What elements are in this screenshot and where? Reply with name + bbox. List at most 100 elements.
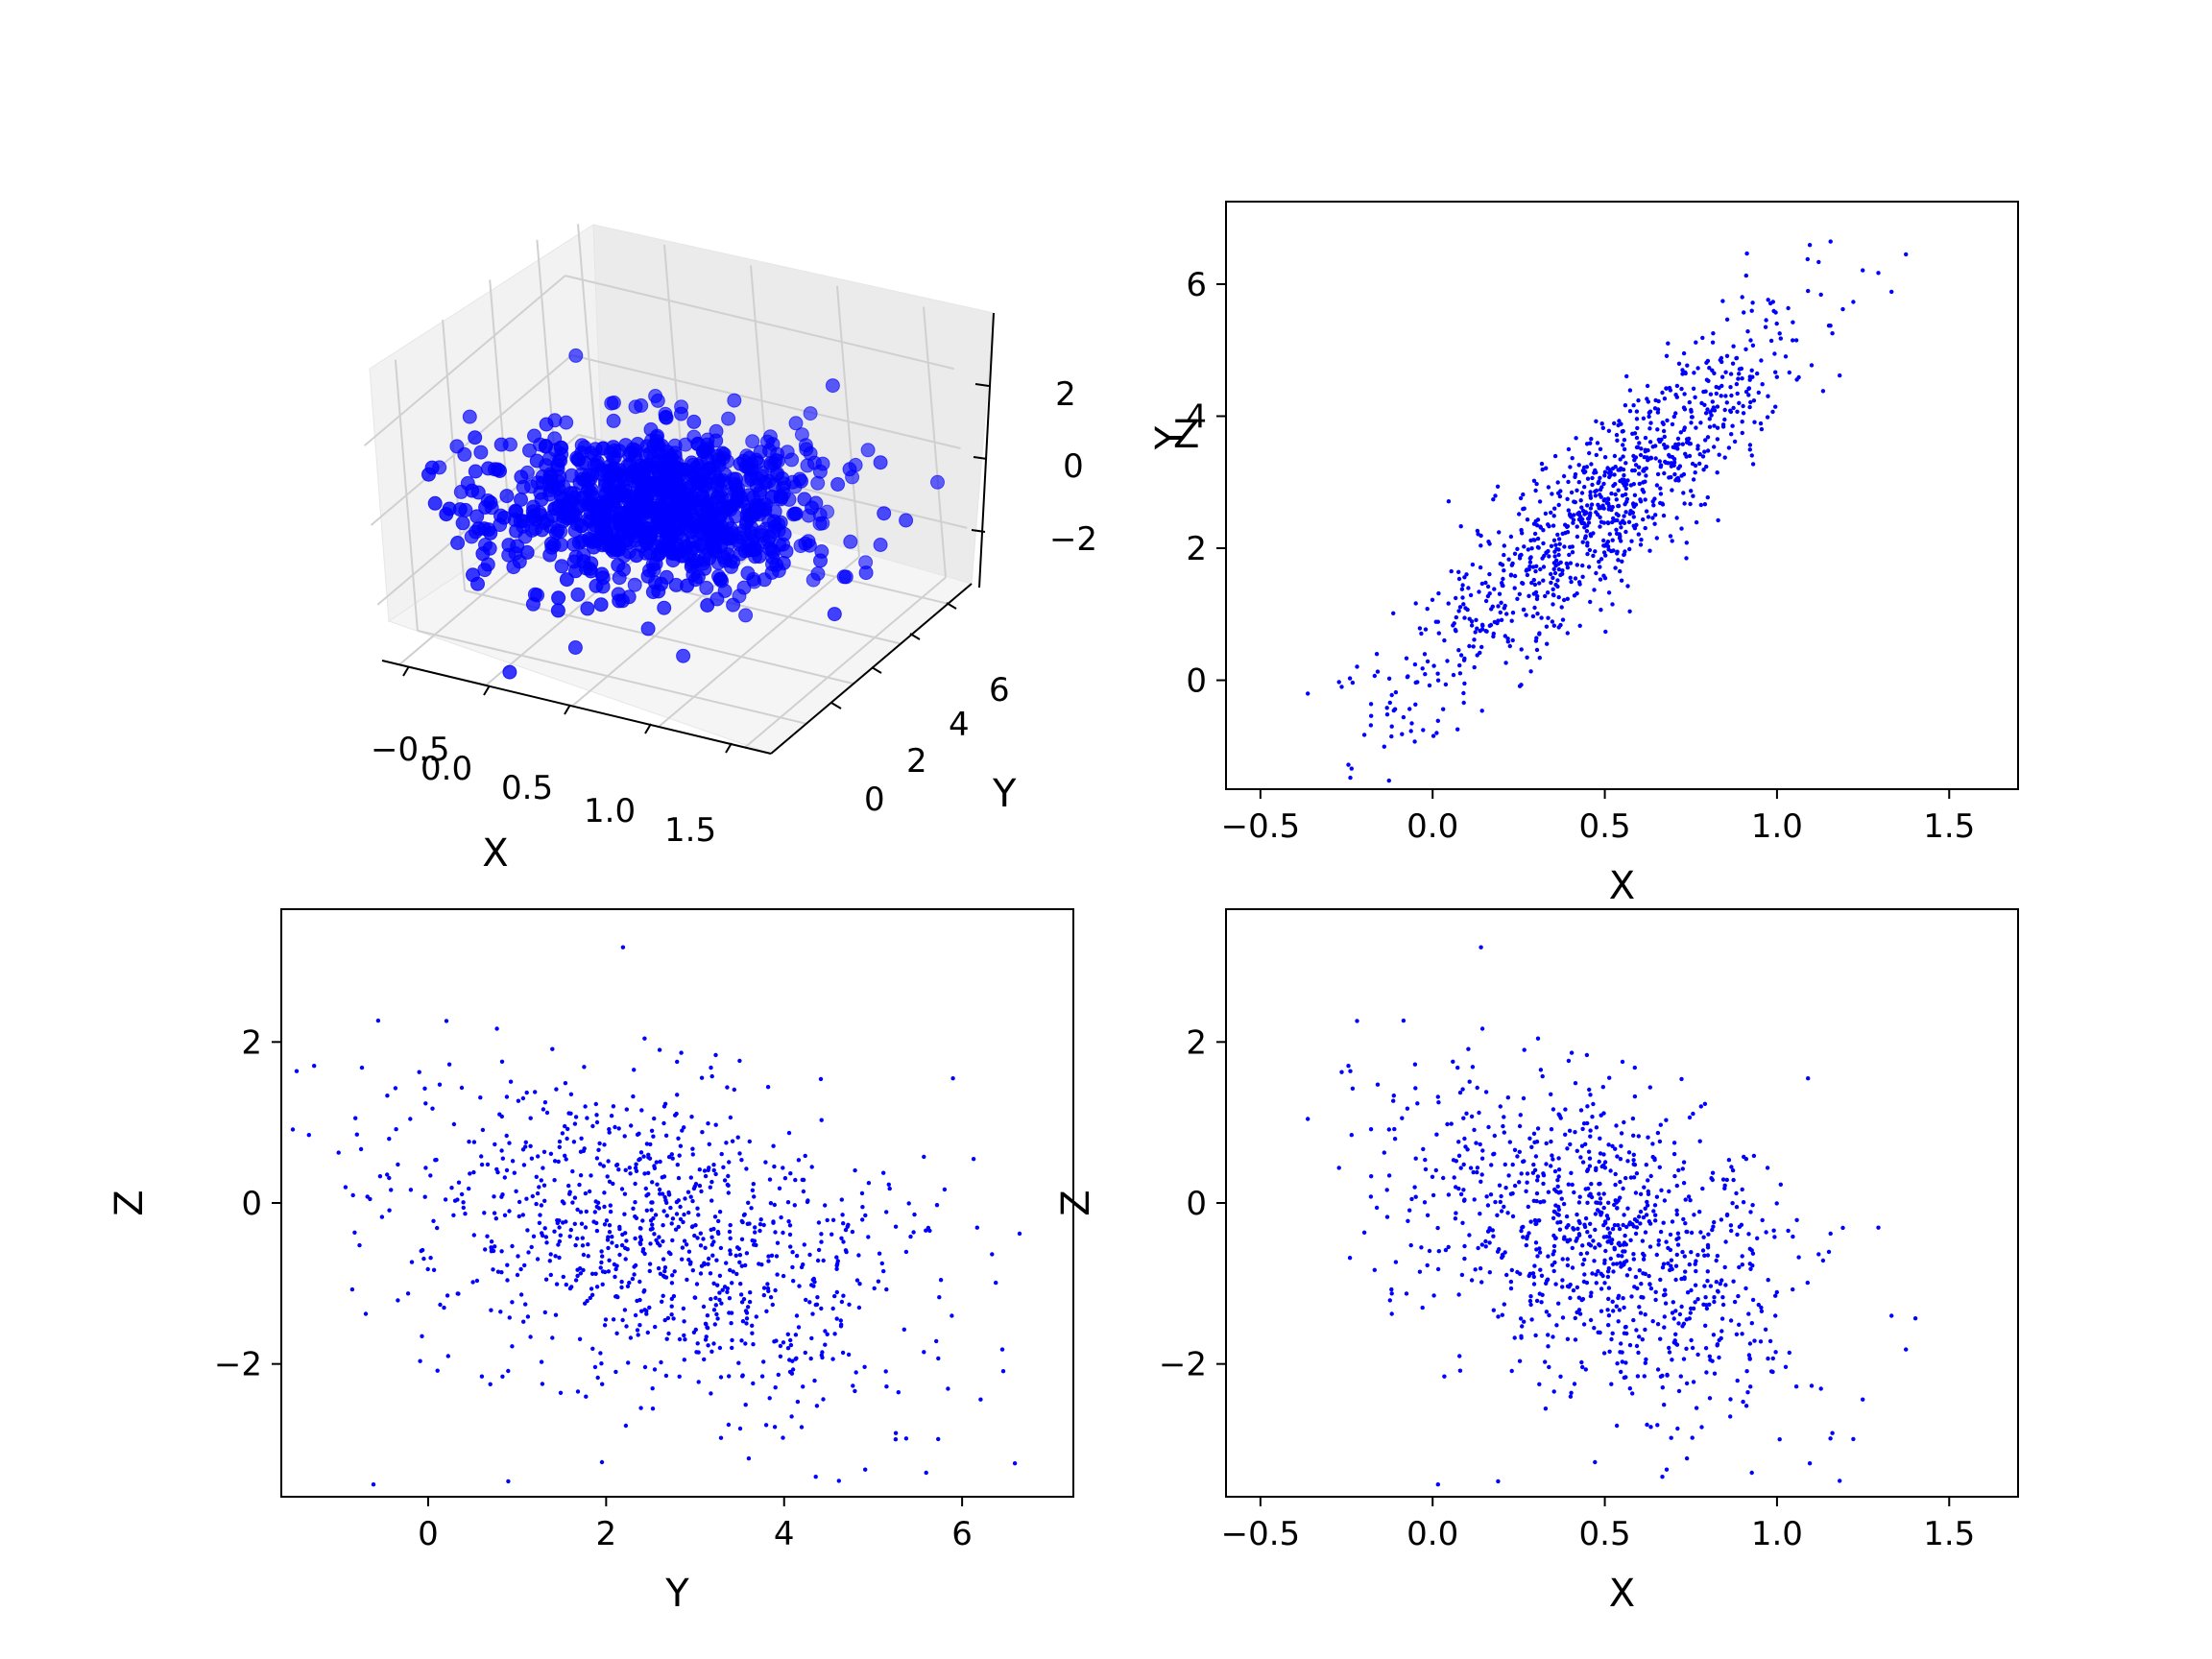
- scatter-point: [1616, 488, 1621, 493]
- scatter-points: [1306, 239, 1909, 783]
- scatter-point: [627, 1166, 632, 1170]
- scatter-point: [1560, 531, 1565, 537]
- scatter-point: [1731, 1279, 1736, 1284]
- scatter-point: [727, 1310, 732, 1315]
- scatter-point: [1712, 1219, 1717, 1225]
- scatter-point: [1568, 1295, 1573, 1301]
- scatter-point: [1565, 1146, 1570, 1151]
- scatter-point: [707, 1166, 711, 1170]
- scatter-point: [659, 1359, 663, 1365]
- scatter-point: [1368, 702, 1374, 707]
- scatter-point: [1592, 588, 1597, 592]
- scatter-point: [1680, 1324, 1685, 1329]
- scatter-point: [1623, 1175, 1628, 1181]
- scatter-point: [1705, 1279, 1710, 1284]
- scatter-point: [1560, 617, 1566, 622]
- scatter-point: [1710, 399, 1716, 404]
- scatter-point: [1740, 376, 1744, 381]
- scatter-point: [428, 1173, 433, 1178]
- scatter-point: [1517, 591, 1523, 596]
- scatter-point: [662, 1268, 667, 1274]
- scatter-point-3d: [707, 542, 722, 558]
- scatter-point: [1517, 1180, 1522, 1185]
- scatter-point: [1672, 445, 1677, 450]
- scatter-point: [1555, 1178, 1560, 1183]
- scatter-point: [701, 1304, 707, 1310]
- scatter-point: [1581, 520, 1587, 526]
- scatter-point: [506, 1479, 511, 1484]
- scatter-point: [1575, 1310, 1579, 1315]
- scatter-point: [1749, 453, 1755, 458]
- scatter-point: [663, 1373, 669, 1379]
- scatter-point: [1588, 532, 1593, 537]
- scatter-point: [1675, 1242, 1681, 1247]
- scatter-point: [563, 1081, 568, 1086]
- scatter-point: [1556, 547, 1561, 552]
- scatter-point: [740, 1319, 746, 1324]
- scatter-point: [599, 1361, 604, 1366]
- scatter-point: [1625, 1159, 1630, 1164]
- scatter-point: [1606, 497, 1611, 502]
- scatter-point: [1533, 1240, 1539, 1245]
- scatter-point: [711, 1163, 716, 1167]
- scatter-point: [1717, 1337, 1721, 1343]
- scatter-point: [575, 1236, 580, 1241]
- scatter-point: [821, 1397, 826, 1402]
- scatter-point: [1681, 471, 1687, 477]
- scatter-point: [1527, 560, 1533, 565]
- scatter-point: [1534, 596, 1540, 602]
- scatter-point: [1605, 1274, 1611, 1280]
- scatter-point: [389, 1188, 394, 1192]
- scatter-point: [1737, 372, 1742, 376]
- scatter-point: [1017, 1231, 1022, 1237]
- scatter-point: [1549, 543, 1554, 548]
- scatter-point: [586, 1254, 590, 1259]
- scatter-point: [1445, 659, 1450, 663]
- scatter-point: [1636, 1214, 1642, 1219]
- scatter-point: [1719, 1329, 1724, 1334]
- scatter-point: [1633, 1274, 1639, 1280]
- scatter-point: [584, 1209, 589, 1214]
- scatter-point: [750, 1188, 756, 1193]
- scatter-point: [1550, 492, 1554, 496]
- scatter-point: [1531, 1282, 1537, 1286]
- scatter-point: [633, 1200, 637, 1205]
- scatter-point: [1423, 1166, 1429, 1172]
- scatter-point: [1443, 1247, 1449, 1253]
- scatter-point: [785, 1346, 791, 1351]
- scatter-point: [1467, 1079, 1472, 1084]
- scatter-point: [1661, 1220, 1666, 1225]
- scatter-point: [451, 1213, 456, 1218]
- scatter-point: [1427, 1248, 1432, 1254]
- scatter-point: [726, 1173, 731, 1179]
- scatter-point: [1526, 547, 1531, 552]
- scatter-point: [706, 1343, 710, 1348]
- scatter-point: [638, 1226, 643, 1231]
- scatter-point: [936, 1436, 941, 1442]
- scatter-point: [999, 1347, 1005, 1352]
- scatter-point: [1479, 1242, 1485, 1247]
- scatter-point: [820, 1355, 825, 1360]
- scatter-point: [1572, 1382, 1577, 1386]
- scatter-point: [1453, 1216, 1458, 1221]
- scatter-point: [1732, 1299, 1738, 1305]
- scatter-point: [1544, 1310, 1550, 1314]
- x-tick-label-3d: −0.5: [371, 731, 450, 769]
- scatter-point: [1601, 481, 1606, 487]
- scatter-point: [1746, 393, 1751, 397]
- scatter-point: [1578, 1251, 1583, 1257]
- scatter-point: [1664, 1239, 1669, 1244]
- y-tick-3d: [871, 666, 882, 674]
- scatter-point: [739, 1300, 745, 1305]
- scatter-point: [640, 1218, 645, 1223]
- scatter-point: [504, 1133, 509, 1139]
- scatter-point-3d: [642, 545, 658, 561]
- scatter-point: [1500, 563, 1505, 567]
- scatter-point-3d: [553, 440, 568, 455]
- scatter-point: [733, 1253, 738, 1259]
- scatter-point-3d: [697, 472, 711, 488]
- scatter-point: [1551, 1268, 1556, 1274]
- scatter-point: [1607, 532, 1613, 537]
- scatter-point: [1420, 1305, 1425, 1310]
- scatter-point: [1407, 707, 1412, 711]
